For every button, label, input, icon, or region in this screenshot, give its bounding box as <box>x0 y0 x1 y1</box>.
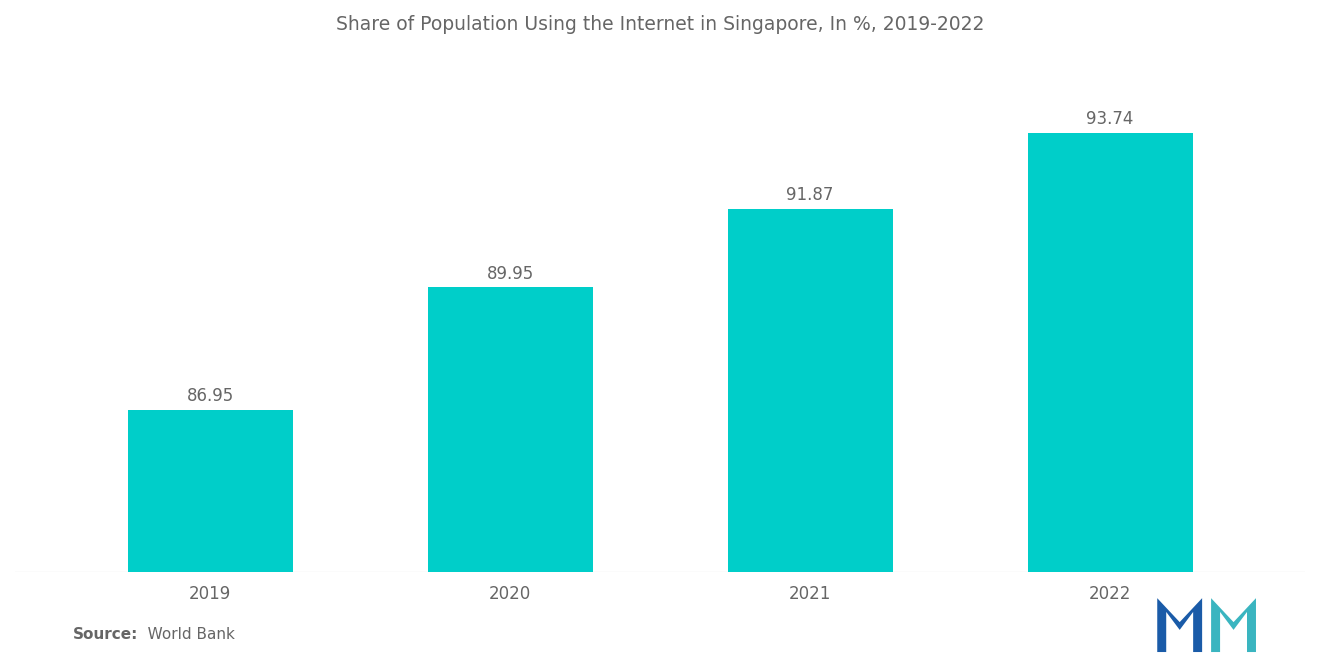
Title: Share of Population Using the Internet in Singapore, In %, 2019-2022: Share of Population Using the Internet i… <box>335 15 985 34</box>
Text: 86.95: 86.95 <box>186 387 234 405</box>
Bar <box>727 209 892 571</box>
Polygon shape <box>1158 598 1203 652</box>
Text: World Bank: World Bank <box>133 626 235 642</box>
Text: Source:: Source: <box>73 626 139 642</box>
Bar <box>428 287 593 571</box>
Text: 91.87: 91.87 <box>787 186 834 204</box>
Text: 89.95: 89.95 <box>486 265 533 283</box>
Text: 93.74: 93.74 <box>1086 110 1134 128</box>
Bar <box>128 410 293 571</box>
Bar <box>1027 132 1192 571</box>
Polygon shape <box>1212 598 1257 652</box>
